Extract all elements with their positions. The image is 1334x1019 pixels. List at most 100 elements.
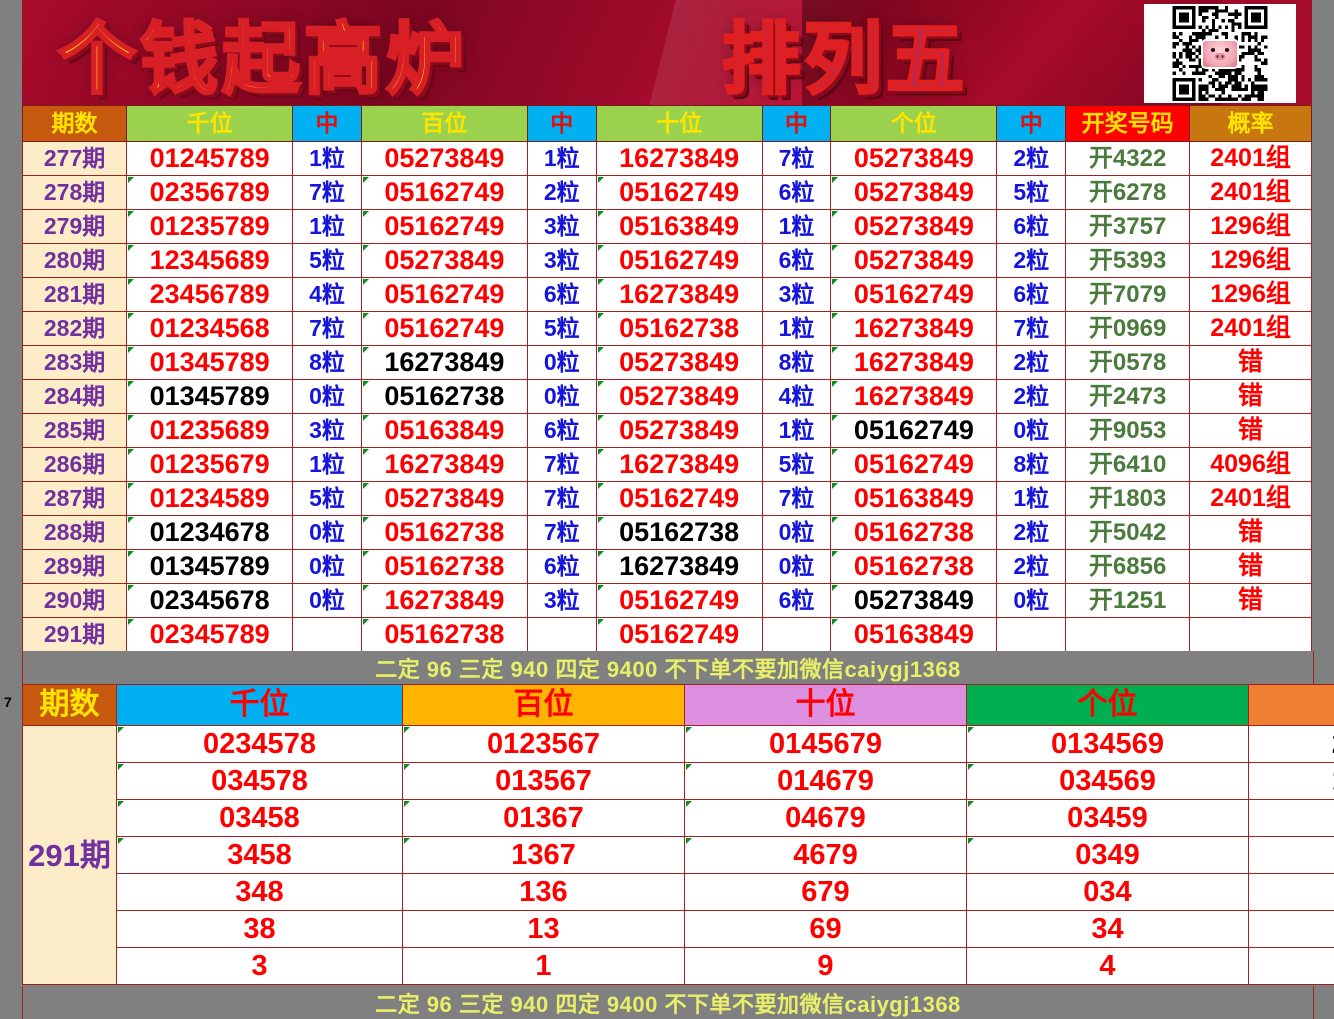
- cell-hit-bai: 6粒: [526, 277, 597, 312]
- cell-hit-shi: 1粒: [761, 209, 832, 244]
- table-row: 287期 01234589 5粒 05273849 7粒 05162749 7粒 051638…: [21, 481, 1312, 516]
- cell-groups: 1296组: [1248, 762, 1334, 800]
- cell-gewei: 03459: [966, 799, 1249, 837]
- cell-qianwei: 23456789: [126, 277, 294, 312]
- cell-hit-ge: 5粒: [996, 175, 1067, 210]
- cell-hit-shi: 1粒: [761, 311, 832, 346]
- cell-qianwei: 3: [116, 947, 403, 985]
- table-row: 31941组: [23, 947, 1334, 985]
- cell-hit-ge: 2粒: [996, 515, 1067, 550]
- table-row: 286期 01235679 1粒 16273849 7粒 16273849 5粒 051627…: [21, 447, 1312, 482]
- cell-draw-no: 开2473: [1065, 379, 1191, 414]
- cell-hit-bai: 0粒: [526, 379, 597, 414]
- cell-issue: 285期: [21, 413, 128, 448]
- qr-code-icon[interactable]: [1144, 4, 1296, 103]
- cell-hit-bai: 6粒: [526, 549, 597, 584]
- history-table-header-row: 期数 千位 中 百位 中 十位 中 个位 中 开奖号码 概率: [21, 105, 1312, 142]
- th-hit-shi: 中: [761, 105, 832, 142]
- cell-probability: 错: [1189, 345, 1312, 380]
- cell-hit-ge: 8粒: [996, 447, 1067, 482]
- table-row: 280期 12345689 5粒 05273849 3粒 05162749 6粒 052738…: [21, 243, 1312, 278]
- cell-gewei: 05163849: [830, 481, 998, 516]
- cell-baiwei: 01367: [402, 799, 685, 837]
- th2-gewei: 个位: [966, 684, 1249, 726]
- cell-hit-shi: 7粒: [761, 141, 832, 176]
- cell-qianwei: 12345689: [126, 243, 294, 278]
- table-row: 288期 01234678 0粒 05162738 7粒 05162738 0粒 051627…: [21, 515, 1312, 550]
- cell-gewei: 034: [966, 873, 1249, 911]
- cell-probability: 1296组: [1189, 243, 1312, 278]
- cell-baiwei: 05273849: [360, 481, 528, 516]
- cell-hit-qian: 7粒: [292, 311, 362, 346]
- th-gewei: 个位: [830, 105, 998, 142]
- table-row: 282期 01234568 7粒 05162749 5粒 05162738 1粒 162738…: [21, 311, 1312, 346]
- cell-probability: 2401组: [1189, 481, 1312, 516]
- cell-gewei: 05162738: [830, 515, 998, 550]
- table-row: 289期 01345789 0粒 05162738 6粒 16273849 0粒 051627…: [21, 549, 1312, 584]
- th-baiwei: 百位: [360, 105, 528, 142]
- cell-hit-bai: 6粒: [526, 413, 597, 448]
- cell-baiwei: 1367: [402, 836, 685, 874]
- cell-hit-qian: 0粒: [292, 549, 362, 584]
- cell-shiwei: 9: [684, 947, 967, 985]
- cell-baiwei: 0123567: [402, 725, 685, 763]
- cell-groups: 81组: [1248, 873, 1334, 911]
- cell-qianwei: 02345678: [126, 583, 294, 618]
- cell-gewei: 05273849: [830, 175, 998, 210]
- cell-qianwei: 034578: [116, 762, 403, 800]
- cell-hit-qian: 1粒: [292, 209, 362, 244]
- cell-probability: 4096组: [1189, 447, 1312, 482]
- cell-shiwei: 05273849: [595, 379, 763, 414]
- cell-issue: 279期: [21, 209, 128, 244]
- cell-qianwei: 01235789: [126, 209, 294, 244]
- cell-hit-shi: 6粒: [761, 583, 832, 618]
- cell-hit-bai: 5粒: [526, 311, 597, 346]
- cell-shiwei: 16273849: [595, 549, 763, 584]
- cell-issue: 281期: [21, 277, 128, 312]
- th-qianwei: 千位: [126, 105, 294, 142]
- cell-baiwei: 05162738: [360, 549, 528, 584]
- cell-draw-no: 开6856: [1065, 549, 1191, 584]
- cell-hit-ge: 2粒: [996, 549, 1067, 584]
- banner-title-right: 排列五: [720, 13, 969, 105]
- cell-hit-ge: 2粒: [996, 345, 1067, 380]
- cell-baiwei: 05162738: [360, 515, 528, 550]
- cell-shiwei: 16273849: [595, 141, 763, 176]
- cell-hit-bai: 7粒: [526, 515, 597, 550]
- cell-hit-ge: 2粒: [996, 141, 1067, 176]
- cell-gewei: 05273849: [830, 141, 998, 176]
- cell-shiwei: 679: [684, 873, 967, 911]
- cell-hit-bai: 2粒: [526, 175, 597, 210]
- table-row: 291期 02345789 05162738 05162749 05163849: [21, 617, 1312, 652]
- cell-baiwei: 05162749: [360, 311, 528, 346]
- cell-probability: 2401组: [1189, 141, 1312, 176]
- cell-probability: 1296组: [1189, 209, 1312, 244]
- cell-baiwei: 16273849: [360, 447, 528, 482]
- cell-hit-qian: 3粒: [292, 413, 362, 448]
- cell-hit-ge: 7粒: [996, 311, 1067, 346]
- cell-shiwei: 16273849: [595, 447, 763, 482]
- cell-gewei: 034569: [966, 762, 1249, 800]
- cell-hit-qian: 7粒: [292, 175, 362, 210]
- cell-draw-no: 开6410: [1065, 447, 1191, 482]
- cell-probability: [1189, 617, 1312, 652]
- cell-gewei: 05162749: [830, 413, 998, 448]
- cell-baiwei: 16273849: [360, 345, 528, 380]
- cell-hit-qian: 1粒: [292, 447, 362, 482]
- cell-qianwei: 02356789: [126, 175, 294, 210]
- cell-shiwei: 05162749: [595, 617, 763, 652]
- cell-qianwei: 38: [116, 910, 403, 948]
- cell-hit-shi: 5粒: [761, 447, 832, 482]
- forecast-table: 期数 千位 百位 十位 个位 组数 291期023457801235670145…: [22, 684, 1334, 985]
- cell-baiwei: 05163849: [360, 413, 528, 448]
- th-draw-no: 开奖号码: [1065, 105, 1191, 142]
- cell-draw-no: 开0969: [1065, 311, 1191, 346]
- table-row: 3813693416组: [23, 910, 1334, 948]
- cell-hit-qian: 8粒: [292, 345, 362, 380]
- cell-draw-no: 开1251: [1065, 583, 1191, 618]
- cell-qianwei: 3458: [116, 836, 403, 874]
- cell-draw-no: 开3757: [1065, 209, 1191, 244]
- cell-qianwei: 01234589: [126, 481, 294, 516]
- cell-qianwei: 01234568: [126, 311, 294, 346]
- cell-groups: 625组: [1248, 799, 1334, 837]
